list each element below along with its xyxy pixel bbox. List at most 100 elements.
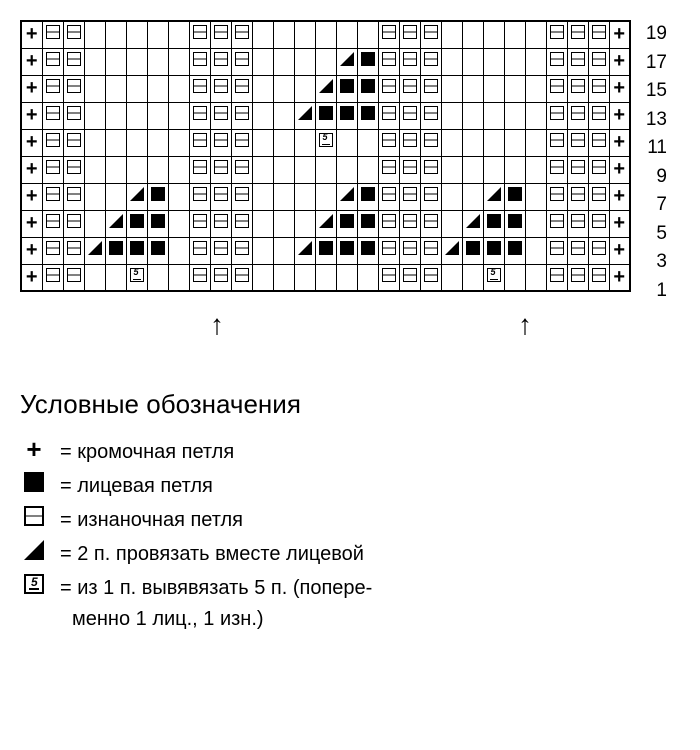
chart-cell <box>399 183 420 210</box>
plus-symbol <box>613 135 625 152</box>
chart-cell <box>231 264 252 291</box>
purl-symbol <box>193 133 207 147</box>
chart-cell <box>63 129 84 156</box>
chart-cell <box>609 237 630 264</box>
chart-cell <box>399 156 420 183</box>
chart-cell <box>84 21 105 48</box>
chart-cell <box>504 102 525 129</box>
purl-symbol <box>67 106 81 120</box>
chart-cell <box>462 102 483 129</box>
tri-symbol <box>340 52 354 66</box>
purl-symbol <box>571 79 585 93</box>
chart-cell <box>567 48 588 75</box>
chart-cell <box>504 237 525 264</box>
chart-cell <box>504 129 525 156</box>
purl-symbol <box>571 133 585 147</box>
tri-icon <box>24 540 44 560</box>
purl-symbol <box>235 241 249 255</box>
chart-cell <box>378 264 399 291</box>
chart-cell <box>357 237 378 264</box>
chart-cell <box>546 48 567 75</box>
purl-symbol <box>403 241 417 255</box>
purl-symbol <box>214 160 228 174</box>
chart-cell <box>567 156 588 183</box>
purl-symbol <box>235 187 249 201</box>
chart-cell <box>525 129 546 156</box>
plus-symbol <box>26 216 38 233</box>
chart-cell <box>21 48 42 75</box>
chart-cell <box>189 156 210 183</box>
chart-cell <box>588 75 609 102</box>
chart-cell <box>294 210 315 237</box>
chart-cell <box>84 75 105 102</box>
tri-symbol <box>298 241 312 255</box>
chart-cell <box>567 264 588 291</box>
chart-cell <box>252 48 273 75</box>
chart-cell <box>105 102 126 129</box>
purl-symbol <box>550 133 564 147</box>
chart-cell <box>42 129 63 156</box>
chart-cell <box>483 237 504 264</box>
chart-cell <box>399 48 420 75</box>
chart-cell <box>84 237 105 264</box>
purl-symbol <box>46 241 60 255</box>
purl-symbol <box>193 79 207 93</box>
chart-cell <box>567 237 588 264</box>
legend-title: Условные обозначения <box>20 389 680 420</box>
chart-cell <box>525 75 546 102</box>
chart-cell <box>462 210 483 237</box>
chart-cell <box>315 264 336 291</box>
chart-cell <box>147 102 168 129</box>
tri-symbol <box>319 79 333 93</box>
chart-cell <box>525 237 546 264</box>
chart-cell <box>378 129 399 156</box>
chart-cell <box>105 210 126 237</box>
chart-cell <box>378 156 399 183</box>
chart-cell <box>546 75 567 102</box>
chart-cell <box>105 183 126 210</box>
purl-symbol <box>193 160 207 174</box>
chart-cell <box>126 21 147 48</box>
chart-cell <box>252 237 273 264</box>
chart-cell <box>504 21 525 48</box>
chart-cell <box>105 237 126 264</box>
legend-item: = 2 п. провязать вместе лицевой <box>20 540 680 566</box>
chart-cell <box>399 129 420 156</box>
purl-symbol <box>67 214 81 228</box>
plus-symbol <box>613 108 625 125</box>
chart-cell <box>126 129 147 156</box>
chart-cell <box>168 156 189 183</box>
legend-item: = из 1 п. вывявязать 5 п. (попере- <box>20 574 680 600</box>
chart-cell <box>441 156 462 183</box>
chart-cell <box>168 21 189 48</box>
purl-symbol <box>193 25 207 39</box>
purl-symbol <box>67 25 81 39</box>
chart-cell <box>105 156 126 183</box>
chart-cell <box>357 48 378 75</box>
purl-symbol <box>403 187 417 201</box>
chart-cell <box>441 75 462 102</box>
chart-cell <box>168 264 189 291</box>
purl-symbol <box>235 25 249 39</box>
chart-cell <box>147 21 168 48</box>
purl-symbol <box>424 79 438 93</box>
chart-cell <box>42 102 63 129</box>
chart-cell <box>189 21 210 48</box>
purl-symbol <box>592 79 606 93</box>
purl-symbol <box>550 160 564 174</box>
chart-cell <box>210 75 231 102</box>
chart-cell <box>294 75 315 102</box>
chart-cell <box>336 129 357 156</box>
knit-symbol <box>508 214 522 228</box>
chart-cell <box>336 264 357 291</box>
chart-cell <box>231 21 252 48</box>
chart-cell <box>546 237 567 264</box>
purl-symbol <box>403 106 417 120</box>
purl-symbol <box>214 268 228 282</box>
chart-cell <box>399 210 420 237</box>
purl-symbol <box>235 79 249 93</box>
purl-symbol <box>235 160 249 174</box>
chart-cell <box>189 264 210 291</box>
purl-symbol <box>571 214 585 228</box>
knit-symbol <box>130 214 144 228</box>
